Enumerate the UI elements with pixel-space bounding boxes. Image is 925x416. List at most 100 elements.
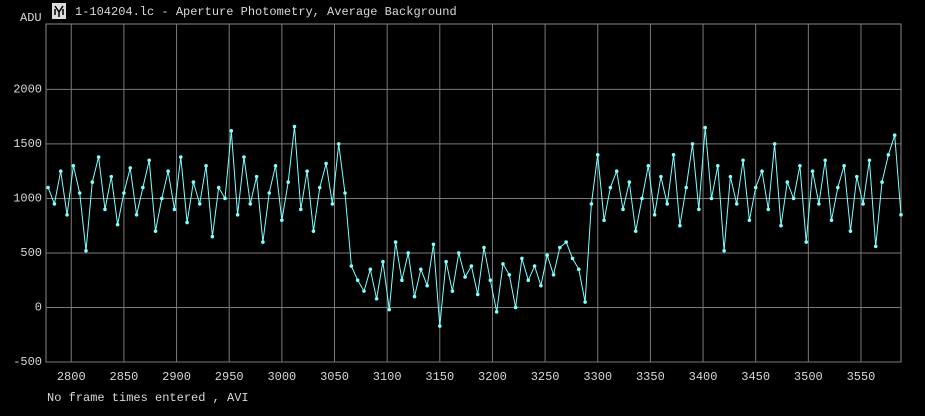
y-tick-label: -500 <box>13 355 42 369</box>
data-point <box>715 163 720 168</box>
data-point <box>753 185 758 190</box>
data-point <box>128 166 133 170</box>
data-point <box>892 133 897 138</box>
x-tick-label: 3050 <box>320 370 349 384</box>
data-point <box>381 259 385 264</box>
data-point <box>311 229 316 233</box>
data-point <box>456 251 461 255</box>
data-point <box>419 267 423 272</box>
data-point <box>829 218 834 223</box>
data-point <box>267 191 272 195</box>
y-axis-label: ADU <box>20 11 42 25</box>
data-point <box>633 229 638 233</box>
data-point <box>684 185 688 190</box>
data-point <box>640 196 644 201</box>
data-point <box>210 234 215 239</box>
data-point <box>248 202 253 206</box>
data-point <box>646 163 651 168</box>
footer-text: No frame times entered , AVI <box>47 391 249 405</box>
data-point <box>330 202 335 206</box>
data-point <box>412 294 417 299</box>
x-tick-label: 3450 <box>741 370 770 384</box>
data-point <box>772 142 777 146</box>
x-tick-label: 2800 <box>57 370 86 384</box>
data-point <box>362 289 366 293</box>
data-point <box>507 272 512 277</box>
data-point <box>690 142 695 146</box>
data-point <box>393 240 398 244</box>
data-point <box>71 163 76 168</box>
data-point <box>178 155 183 159</box>
data-point <box>545 253 550 257</box>
data-point <box>141 185 145 190</box>
data-point <box>185 220 189 225</box>
x-tick-label: 2850 <box>110 370 139 384</box>
data-point <box>564 240 568 244</box>
plot-frame <box>45 23 902 363</box>
data-point <box>558 245 562 250</box>
data-point <box>873 244 878 249</box>
data-point <box>229 129 234 133</box>
data-point <box>90 180 95 184</box>
x-tick-label: 3250 <box>531 370 560 384</box>
data-point <box>261 240 265 244</box>
x-tick-label: 3400 <box>689 370 718 384</box>
x-tick-label: 3200 <box>478 370 507 384</box>
data-point <box>791 196 796 201</box>
data-point <box>709 196 714 201</box>
data-point <box>387 307 392 312</box>
data-point <box>703 125 707 130</box>
data-point <box>671 153 676 157</box>
x-tick-label: 3000 <box>267 370 296 384</box>
data-point <box>501 262 505 266</box>
data-point <box>539 283 543 288</box>
data-point <box>899 213 903 217</box>
data-point <box>602 218 606 223</box>
data-point <box>96 155 101 159</box>
data-point <box>513 305 518 310</box>
data-point <box>355 278 360 283</box>
data-point <box>608 185 613 190</box>
data-point <box>785 180 790 184</box>
data-point <box>867 158 872 163</box>
data-point <box>406 251 411 255</box>
data-point <box>614 169 619 173</box>
data-point <box>349 264 354 268</box>
data-point <box>153 229 158 233</box>
data-point <box>532 264 537 268</box>
data-point <box>488 278 493 283</box>
data-point <box>273 163 278 168</box>
data-point <box>317 185 322 190</box>
data-point <box>482 245 486 250</box>
data-point <box>728 174 733 179</box>
data-point <box>766 207 771 212</box>
data-point <box>823 158 827 163</box>
data-point <box>678 223 682 228</box>
data-point <box>475 292 480 297</box>
y-tick-label: 1500 <box>13 137 42 151</box>
data-point <box>216 185 221 190</box>
y-tick-label: 0 <box>35 301 42 315</box>
data-point <box>697 207 701 212</box>
data-point <box>160 196 164 201</box>
data-point <box>520 256 524 261</box>
data-point <box>368 267 373 272</box>
data-point <box>166 169 170 173</box>
series-line <box>47 126 902 327</box>
data-point <box>880 180 884 184</box>
data-point <box>469 264 474 268</box>
data-point <box>286 180 290 184</box>
data-point <box>576 267 581 272</box>
data-point <box>595 153 600 157</box>
data-point <box>400 278 404 283</box>
data-point <box>886 153 891 157</box>
data-point <box>842 163 846 168</box>
data-point <box>191 180 196 184</box>
data-point <box>336 142 341 146</box>
data-point <box>450 289 455 293</box>
data-point <box>861 202 865 206</box>
data-point <box>589 202 594 206</box>
data-point <box>235 213 240 217</box>
data-point <box>197 202 202 206</box>
